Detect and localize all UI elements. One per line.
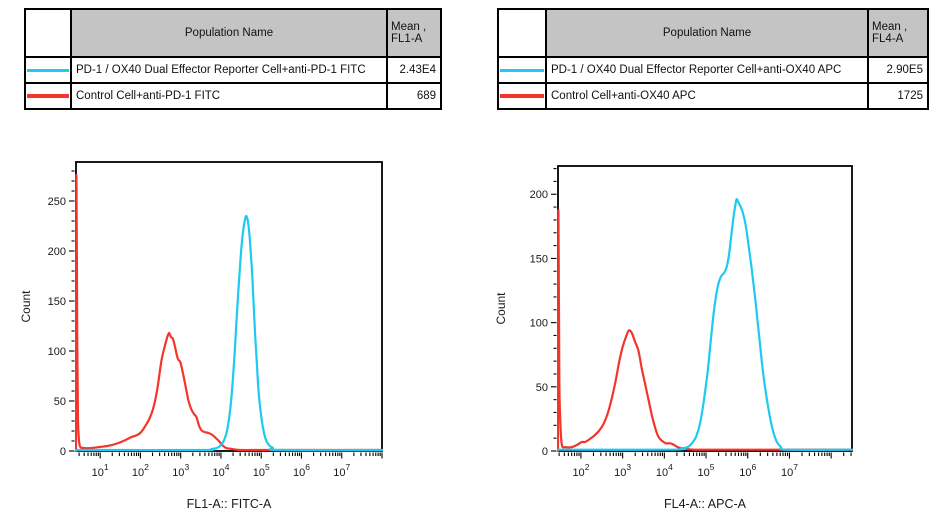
legend-table-fl4: Population Name Mean , FL4-A PD-1 / OX40… (497, 8, 929, 110)
y-axis-title: Count (19, 290, 33, 323)
table-row-reporter-fitc: PD-1 / OX40 Dual Effector Reporter Cell+… (24, 56, 442, 84)
population-name-header: Population Name (70, 8, 388, 58)
mean-header: Mean , FL4-A (867, 8, 929, 58)
svg-text:200: 200 (48, 246, 66, 258)
legend-table-fl1: Population Name Mean , FL1-A PD-1 / OX40… (24, 8, 442, 110)
mean-header-line1: Mean , (872, 21, 908, 33)
mean-header-line2: FL4-A (872, 33, 904, 45)
swatch-cell (497, 82, 547, 110)
population-name: PD-1 / OX40 Dual Effector Reporter Cell+… (545, 56, 869, 84)
population-name: Control Cell+anti-PD-1 FITC (70, 82, 388, 110)
x-axis-title: FL1-A:: FITC-A (187, 497, 272, 511)
population-name: PD-1 / OX40 Dual Effector Reporter Cell+… (70, 56, 388, 84)
table-row-control-fitc: Control Cell+anti-PD-1 FITC 689 (24, 82, 442, 110)
legend-header-row: Population Name Mean , FL4-A (497, 8, 929, 58)
svg-text:101: 101 (92, 462, 109, 479)
red-series-swatch (27, 94, 69, 98)
swatch-cell (24, 82, 72, 110)
svg-text:150: 150 (530, 253, 548, 265)
swatch-cell (497, 56, 547, 84)
swatch-cell (24, 56, 72, 84)
y-axis-title: Count (494, 292, 508, 325)
cyan-series-swatch (500, 68, 544, 72)
histogram-curve (557, 197, 853, 451)
mean-value: 689 (386, 82, 442, 110)
svg-text:100: 100 (530, 318, 548, 330)
svg-text:104: 104 (656, 462, 673, 479)
svg-text:107: 107 (333, 462, 350, 479)
svg-text:50: 50 (54, 396, 66, 408)
svg-text:200: 200 (530, 189, 548, 201)
svg-text:150: 150 (48, 296, 66, 308)
svg-text:105: 105 (698, 462, 715, 479)
svg-text:102: 102 (572, 462, 589, 479)
cyan-series-swatch (27, 68, 69, 72)
swatch-header-cell (24, 8, 72, 58)
mean-header-line1: Mean , (391, 21, 427, 33)
plot-frame (557, 165, 853, 452)
x-axis-title: FL4-A:: APC-A (664, 497, 747, 511)
mean-value: 2.43E4 (386, 56, 442, 84)
histogram-curve (75, 214, 383, 452)
mean-value: 2.90E5 (867, 56, 929, 84)
axis-tick-labels: 102 103 104 105 106 107 0 50 100 150 200 (530, 189, 799, 479)
svg-text:100: 100 (48, 346, 66, 358)
population-name-header: Population Name (545, 8, 869, 58)
svg-text:106: 106 (293, 462, 310, 479)
plot-frame (75, 161, 383, 452)
svg-text:102: 102 (132, 462, 149, 479)
svg-text:0: 0 (60, 446, 66, 458)
svg-text:107: 107 (781, 462, 798, 479)
svg-text:106: 106 (739, 462, 756, 479)
legend-header-row: Population Name Mean , FL1-A (24, 8, 442, 58)
fl1-fitc-histogram-figure: 101 102 103 104 105 106 107 0 50 100 150 200 250 FL1-… (19, 161, 383, 511)
mean-header: Mean , FL1-A (386, 8, 442, 58)
axis-tick-labels: 101 102 103 104 105 106 107 0 50 100 150 200 250 (48, 196, 351, 479)
axis-ticks (69, 170, 383, 459)
table-row-control-apc: Control Cell+anti-OX40 APC 1725 (497, 82, 929, 110)
svg-text:250: 250 (48, 196, 66, 208)
svg-text:104: 104 (212, 462, 229, 479)
axis-ticks (551, 168, 852, 459)
histogram-curve (75, 174, 383, 452)
red-series-swatch (500, 94, 544, 98)
table-row-reporter-apc: PD-1 / OX40 Dual Effector Reporter Cell+… (497, 56, 929, 84)
svg-text:103: 103 (172, 462, 189, 479)
population-name: Control Cell+anti-OX40 APC (545, 82, 869, 110)
mean-value: 1725 (867, 82, 929, 110)
svg-text:0: 0 (542, 446, 548, 458)
histogram-curve (557, 209, 853, 452)
mean-header-line2: FL1-A (391, 33, 423, 45)
svg-text:50: 50 (536, 382, 548, 394)
svg-text:103: 103 (614, 462, 631, 479)
swatch-header-cell (497, 8, 547, 58)
svg-text:105: 105 (253, 462, 270, 479)
